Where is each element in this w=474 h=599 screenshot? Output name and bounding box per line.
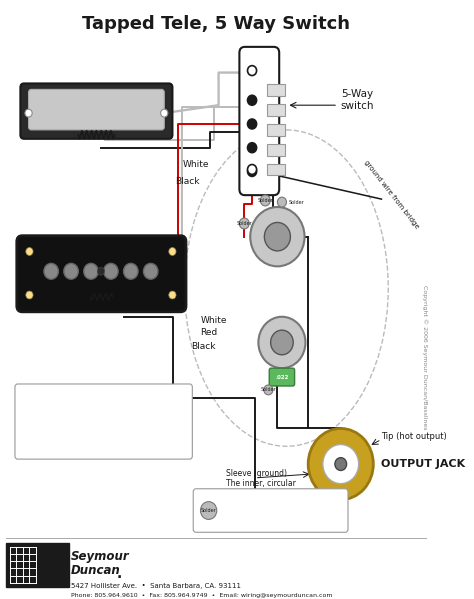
- Text: White: White: [201, 316, 227, 325]
- Circle shape: [201, 501, 217, 519]
- Text: Copyright © 2006 Seymour Duncan/Basslines: Copyright © 2006 Seymour Duncan/Bassline…: [422, 285, 428, 429]
- Text: Red = tapped (lower) output: Red = tapped (lower) output: [25, 416, 165, 426]
- Text: Seymour: Seymour: [71, 549, 130, 562]
- Text: Black: Black: [191, 342, 216, 351]
- Circle shape: [124, 264, 138, 279]
- Circle shape: [264, 385, 273, 395]
- Circle shape: [169, 291, 176, 299]
- Text: Solder: Solder: [237, 221, 252, 226]
- Circle shape: [264, 222, 291, 251]
- Text: Black: Black: [175, 177, 200, 186]
- FancyBboxPatch shape: [269, 368, 295, 386]
- FancyBboxPatch shape: [193, 489, 348, 533]
- Text: Black = ground: Black = ground: [25, 435, 100, 445]
- Text: Solder: Solder: [257, 198, 273, 203]
- Text: Red: Red: [201, 328, 218, 337]
- Bar: [6, 543, 69, 586]
- Text: 5427 Hollister Ave.  •  Santa Barbara, CA. 93111: 5427 Hollister Ave. • Santa Barbara, CA.…: [71, 583, 241, 589]
- Text: Tip (hot output): Tip (hot output): [382, 432, 447, 441]
- Circle shape: [247, 95, 256, 105]
- Circle shape: [308, 428, 374, 500]
- FancyBboxPatch shape: [20, 83, 173, 139]
- Circle shape: [250, 207, 305, 267]
- Bar: [266, 84, 285, 96]
- Text: White = full output: White = full output: [25, 398, 118, 408]
- FancyBboxPatch shape: [17, 235, 186, 312]
- Circle shape: [323, 444, 359, 483]
- FancyBboxPatch shape: [15, 384, 192, 459]
- Text: White: White: [182, 160, 209, 169]
- Text: 5-Way
switch: 5-Way switch: [341, 89, 374, 111]
- FancyBboxPatch shape: [239, 47, 279, 195]
- Circle shape: [277, 197, 286, 207]
- Circle shape: [239, 218, 249, 229]
- Text: .: .: [116, 567, 121, 581]
- Text: ground wire from bridge: ground wire from bridge: [363, 159, 419, 229]
- Text: OUTPUT JACK: OUTPUT JACK: [382, 459, 465, 469]
- Circle shape: [271, 330, 293, 355]
- Text: = location for ground
(earth) connections.: = location for ground (earth) connection…: [223, 501, 320, 520]
- Circle shape: [97, 267, 105, 275]
- Circle shape: [44, 264, 58, 279]
- Text: Phone: 805.964.9610  •  Fax: 805.964.9749  •  Email: wiring@seymourduncan.com: Phone: 805.964.9610 • Fax: 805.964.9749 …: [71, 593, 333, 598]
- Bar: [266, 124, 285, 136]
- Circle shape: [161, 109, 168, 117]
- Circle shape: [247, 119, 256, 129]
- Circle shape: [26, 247, 33, 255]
- Circle shape: [247, 143, 256, 153]
- Circle shape: [104, 264, 118, 279]
- Circle shape: [25, 109, 32, 117]
- Text: Solder: Solder: [288, 199, 304, 205]
- Circle shape: [260, 195, 270, 206]
- Circle shape: [335, 458, 346, 470]
- Circle shape: [26, 291, 33, 299]
- Circle shape: [247, 165, 256, 174]
- Circle shape: [64, 264, 78, 279]
- FancyBboxPatch shape: [28, 89, 164, 130]
- Text: Solder: Solder: [261, 388, 276, 392]
- Bar: [266, 164, 285, 176]
- Text: Solder: Solder: [201, 508, 217, 513]
- Circle shape: [84, 264, 98, 279]
- Text: Sleeve (ground).
The inner, circular
portion of the jack.: Sleeve (ground). The inner, circular por…: [226, 469, 299, 499]
- Circle shape: [144, 264, 158, 279]
- Circle shape: [169, 247, 176, 255]
- Bar: [266, 144, 285, 156]
- Circle shape: [258, 317, 305, 368]
- Circle shape: [247, 66, 256, 75]
- Bar: [266, 104, 285, 116]
- Text: Tapped Tele, 5 Way Switch: Tapped Tele, 5 Way Switch: [82, 15, 350, 33]
- Circle shape: [247, 167, 256, 176]
- Text: Duncan: Duncan: [71, 564, 121, 577]
- Text: .022: .022: [275, 374, 289, 380]
